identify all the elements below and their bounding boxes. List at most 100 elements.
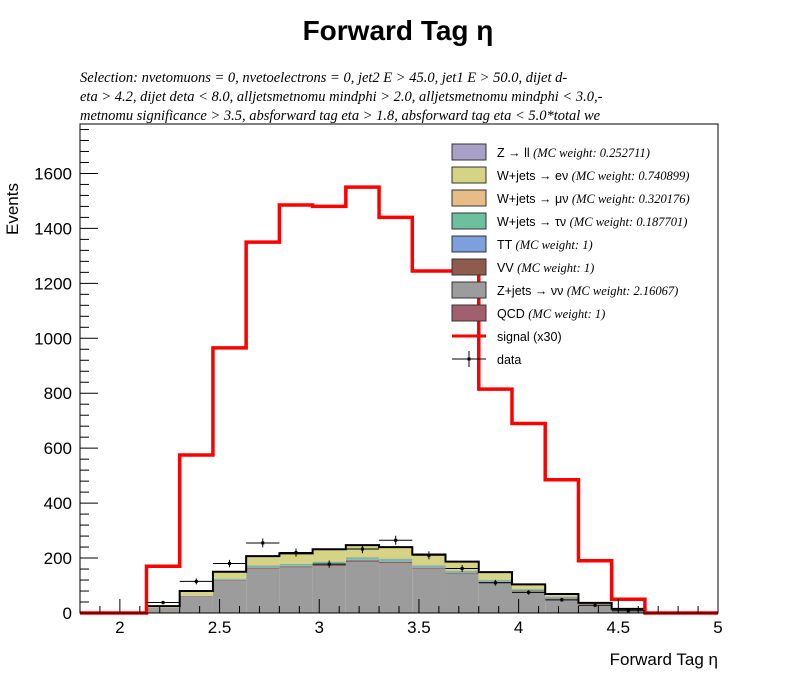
- legend-swatch-2: [451, 189, 487, 207]
- signal-line: [80, 185, 718, 615]
- stack-bar-5-13: [511, 588, 546, 590]
- stack-bar-5-3: [179, 595, 213, 596]
- data-point-12: [493, 581, 497, 585]
- stack-bar-2-3: [179, 596, 213, 598]
- stack-bar-5-5: [246, 564, 280, 566]
- legend-label-signal: signal (x30): [497, 330, 562, 344]
- stack-bar-6-12: [478, 572, 512, 579]
- data-point-2: [161, 601, 165, 605]
- stack-bar-3-9: [379, 561, 413, 562]
- data-point-14: [560, 598, 564, 602]
- stack-bar-1-10: [412, 568, 446, 613]
- x-tick-label-3: 3.5: [407, 618, 431, 637]
- stack-bar-2-11: [445, 573, 479, 575]
- stack-bar-5-4: [212, 577, 247, 579]
- legend-label-4: TT (MC weight: 1): [497, 238, 593, 252]
- stack-bar-5-12: [478, 578, 512, 580]
- stack-bar-3-10: [412, 567, 446, 568]
- stack-bar-1-11: [445, 574, 479, 613]
- stack-bar-4-4: [212, 578, 247, 580]
- x-axis-label: Forward Tag η: [610, 650, 718, 669]
- legend-swatch-4: [451, 235, 487, 253]
- legend-label-3: W+jets → τν (MC weight: 0.187701): [497, 215, 687, 229]
- data-point-16: [626, 609, 630, 613]
- x-tick-label-6: 5: [713, 618, 722, 637]
- stack-bar-3-11: [445, 572, 479, 574]
- selection-line-1: Selection: nvetomuons = 0, nvetoelectron…: [80, 70, 567, 86]
- stack-bar-5-8: [345, 556, 380, 558]
- x-tick-label-4: 4: [514, 618, 523, 637]
- legend-weight-3: (MC weight: 0.187701): [570, 215, 688, 229]
- legend-label-5: VV (MC weight: 1): [497, 261, 594, 275]
- legend-label-data: data: [497, 353, 521, 367]
- stack-bar-5-9: [379, 557, 413, 559]
- stack-bar-4-9: [379, 558, 413, 562]
- selection-line-3: metnomu significance > 3.5, absforward t…: [80, 108, 601, 124]
- stack-bar-4-8: [345, 557, 380, 560]
- data-point-4: [228, 562, 232, 566]
- stack-bar-4-13: [511, 589, 546, 591]
- legend-swatch-6: [451, 281, 487, 299]
- stack-bar-6-6: [279, 553, 313, 563]
- data-point-11: [460, 566, 464, 570]
- stack-bar-4-10: [412, 565, 446, 568]
- legend-weight-1: (MC weight: 0.740899): [572, 169, 690, 183]
- legend-weight-4: (MC weight: 1): [516, 238, 593, 252]
- data-point-9: [394, 538, 398, 542]
- y-tick-label-4: 800: [44, 384, 72, 403]
- legend-weight-2: (MC weight: 0.320176): [572, 192, 690, 206]
- data-point-7: [327, 562, 331, 566]
- legend-weight-6: (MC weight: 2.16067): [567, 284, 678, 298]
- stack-bar-1-14: [545, 597, 579, 613]
- data-point-10: [427, 553, 431, 557]
- stack-bar-4-6: [279, 563, 313, 566]
- y-tick-label-3: 600: [44, 439, 72, 458]
- x-tick-label-2: 3: [315, 618, 324, 637]
- legend-swatch-1: [451, 166, 487, 184]
- stack-bar-1-5: [246, 568, 280, 613]
- stack-total-outline: [80, 544, 718, 614]
- legend-label-7: QCD (MC weight: 1): [497, 307, 605, 321]
- stack-bar-6-14: [545, 594, 579, 597]
- data-points: [146, 535, 645, 613]
- stack-bar-6-5: [246, 556, 280, 565]
- legend-label-0: Z → ll (MC weight: 0.252711): [497, 146, 650, 160]
- stack-bar-2-4: [212, 580, 247, 582]
- stack-bar-2-5: [246, 567, 280, 569]
- legend-swatch-5: [451, 258, 487, 276]
- stack-bar-5-6: [279, 562, 313, 564]
- stack-bar-1-13: [511, 591, 546, 613]
- x-tick-label-1: 2.5: [208, 618, 232, 637]
- stack-bar-1-7: [312, 566, 346, 613]
- y-tick-label-5: 1000: [34, 329, 72, 348]
- legend-weight-5: (MC weight: 1): [517, 261, 594, 275]
- y-tick-label-0: 0: [63, 604, 72, 623]
- stack-bar-1-12: [478, 582, 512, 613]
- stack-bar-2-6: [279, 566, 313, 568]
- stack-bar-1-3: [179, 597, 213, 613]
- signal-histogram: [80, 185, 718, 615]
- stack-bar-6-10: [412, 554, 446, 565]
- legend-weight-7: (MC weight: 1): [528, 307, 605, 321]
- axes: 2 2.5 3 3.5 4 4.5 5 0 200 400 600 800 1000 1200 1400 16…: [34, 128, 723, 637]
- data-point-13: [527, 590, 531, 594]
- chart-title: Forward Tag η: [303, 15, 494, 46]
- stack-bar-1-2: [146, 608, 180, 613]
- stack-bar-3-5: [246, 567, 280, 568]
- selection-line-2: eta > 4.2, dijet deta < 8.0, alljetsmetn…: [80, 89, 603, 105]
- stack-bar-2-9: [379, 561, 413, 564]
- y-tick-label-8: 1600: [34, 164, 72, 183]
- legend-swatch-7: [451, 304, 487, 322]
- legend-swatch-data-point: [467, 357, 471, 361]
- stack-bar-6-13: [511, 584, 546, 589]
- stack-bar-5-10: [412, 564, 446, 566]
- stack-bar-3-4: [212, 579, 247, 581]
- stack-bar-2-10: [412, 567, 446, 569]
- stack-bar-3-8: [345, 559, 380, 561]
- legend-weight-0: (MC weight: 0.252711): [533, 146, 650, 160]
- data-point-3: [194, 579, 198, 583]
- legend-swatch-0: [451, 143, 487, 161]
- data-point-8: [360, 547, 364, 551]
- y-tick-label-1: 200: [44, 549, 72, 568]
